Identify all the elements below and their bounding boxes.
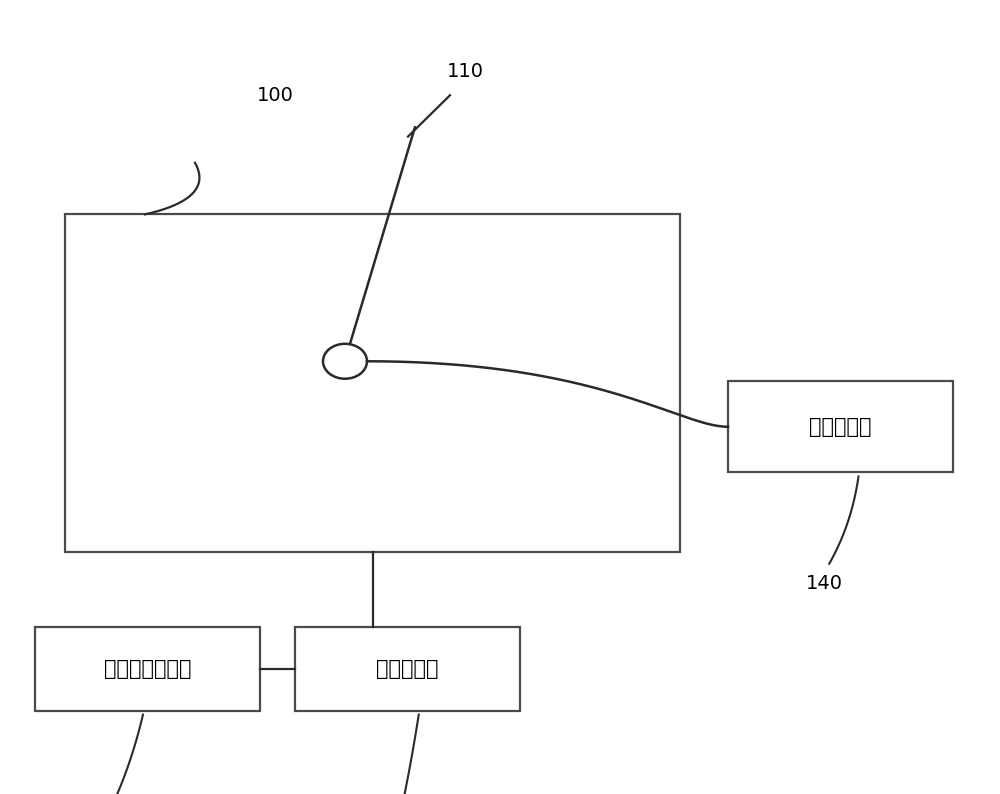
- Bar: [65, 214, 680, 552]
- Text: 时序控制器: 时序控制器: [376, 659, 439, 679]
- Bar: [35, 627, 260, 711]
- Text: 测试信号发生器: 测试信号发生器: [104, 659, 191, 679]
- Text: 100: 100: [257, 86, 293, 105]
- Text: 110: 110: [446, 62, 484, 81]
- Text: 140: 140: [806, 574, 843, 593]
- Bar: [728, 381, 953, 472]
- Text: 闪烁感测器: 闪烁感测器: [809, 417, 872, 437]
- Bar: [295, 627, 520, 711]
